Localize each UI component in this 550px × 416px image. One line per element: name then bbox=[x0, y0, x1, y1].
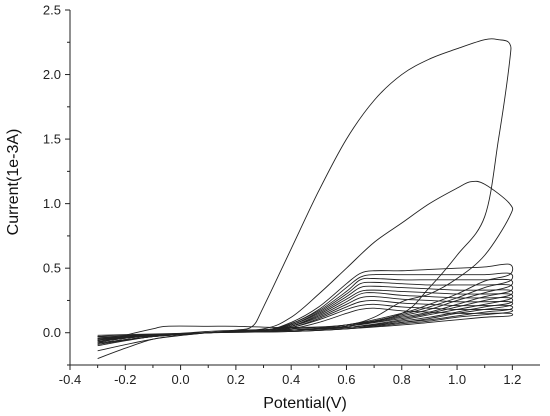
x-tick-label: 0.0 bbox=[172, 372, 190, 387]
x-tick-label: 1.2 bbox=[503, 372, 521, 387]
x-tick-label: 0.6 bbox=[337, 372, 355, 387]
curve-group bbox=[97, 38, 514, 359]
x-tick-label: -0.2 bbox=[114, 372, 136, 387]
y-tick-label: 1.0 bbox=[43, 196, 61, 211]
cv-curve-3 bbox=[97, 263, 514, 347]
cv-curve-13 bbox=[97, 307, 514, 340]
y-tick-label: 1.5 bbox=[43, 132, 61, 147]
x-tick-label: 0.2 bbox=[227, 372, 245, 387]
y-axis-title: Current(1e-3A) bbox=[5, 129, 22, 236]
x-tick-group: -0.4 -0.2 0.0 0.2 0.4 0.6 0.8 1.0 1.2 bbox=[59, 365, 521, 387]
y-tick-group: 0.0 0.5 1.0 1.5 2.0 2.5 bbox=[43, 3, 70, 366]
y-tick-label: 0.5 bbox=[43, 261, 61, 276]
y-tick-label: 2.5 bbox=[43, 3, 61, 18]
x-axis-title: Potential(V) bbox=[263, 395, 347, 412]
y-tick-label: 2.0 bbox=[43, 67, 61, 82]
y-tick-label: 0.0 bbox=[43, 325, 61, 340]
cv-curve-7 bbox=[97, 285, 514, 344]
x-tick-label: -0.4 bbox=[59, 372, 81, 387]
plot-frame bbox=[69, 10, 540, 366]
cv-curve-10 bbox=[97, 296, 514, 341]
x-tick-label: 1.0 bbox=[448, 372, 466, 387]
x-tick-label: 0.8 bbox=[393, 372, 411, 387]
x-tick-label: 0.4 bbox=[282, 372, 300, 387]
